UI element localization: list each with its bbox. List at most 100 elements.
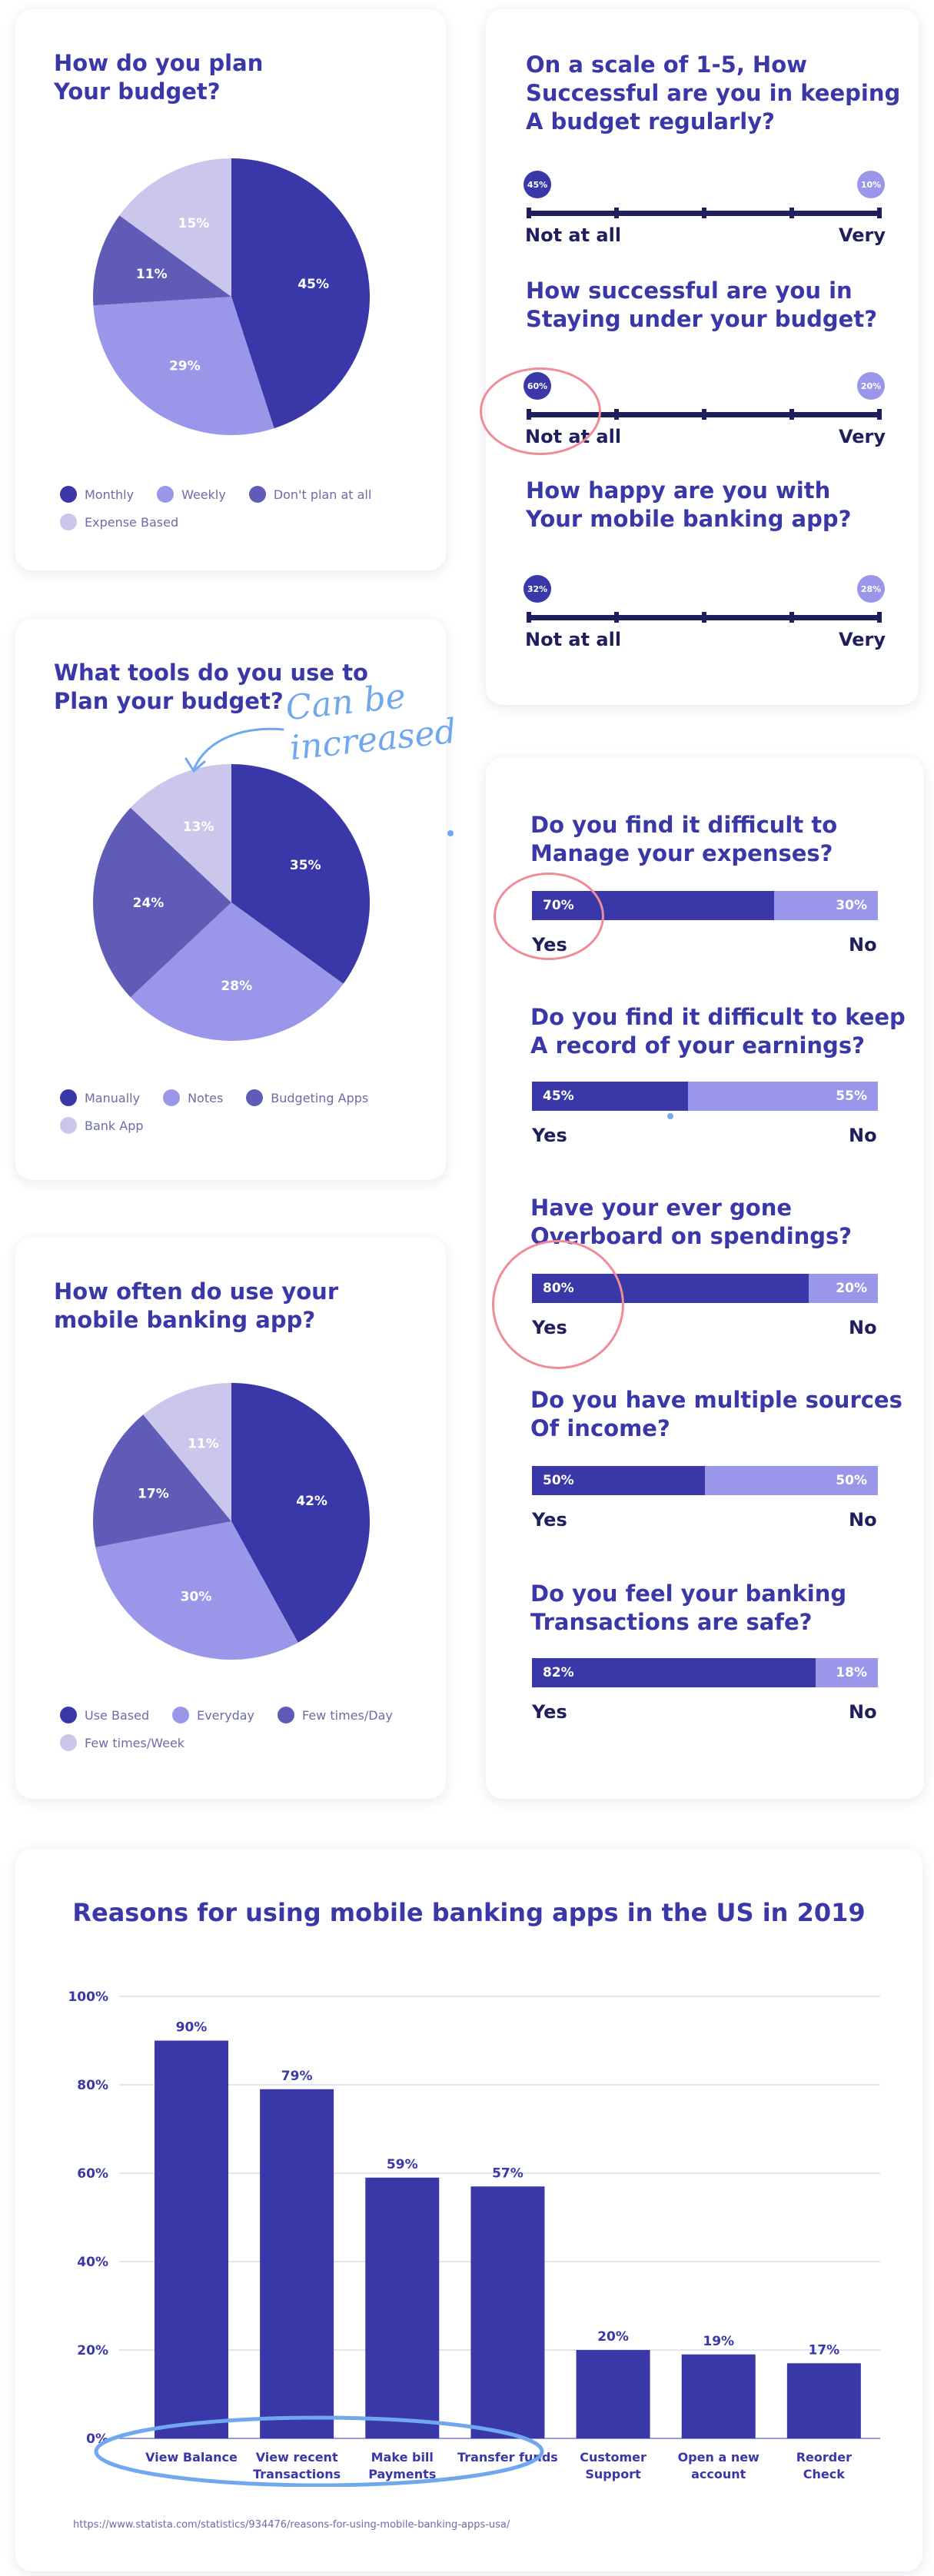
legend-swatch xyxy=(60,1734,77,1751)
bar xyxy=(470,2186,545,2438)
bar-chart-card: Reasons for using mobile banking apps in… xyxy=(15,1849,922,2571)
pie-slice-label: 42% xyxy=(296,1494,327,1509)
yes-label: Yes xyxy=(532,1701,567,1723)
scale-tick xyxy=(702,208,706,218)
legend-label: Notes xyxy=(188,1090,224,1105)
scale-tick xyxy=(877,612,882,623)
legend-label: Budgeting Apps xyxy=(271,1090,369,1105)
split-bar-yes: 45% xyxy=(532,1082,688,1111)
scale-tick xyxy=(702,409,706,420)
scale-tick xyxy=(614,208,619,218)
pie-title: How often do use your mobile banking app… xyxy=(54,1278,339,1333)
scale-tick xyxy=(614,612,619,623)
annotation-dot xyxy=(667,1113,673,1119)
bar-value-label: 17% xyxy=(809,2342,840,2358)
legend-label: Weekly xyxy=(181,487,226,502)
yes-no-question: Do you feel your banking Transactions ar… xyxy=(530,1581,847,1635)
bar-value-label: 90% xyxy=(176,2020,208,2036)
legend-label: Monthly xyxy=(85,487,135,502)
legend-label: Don't plan at all xyxy=(273,487,372,502)
y-tick-label: 0% xyxy=(86,2431,108,2447)
split-bar: 82% 18% xyxy=(532,1658,878,1687)
pie-chart: 45% 29% 11% 15% xyxy=(93,158,371,435)
pie-slice xyxy=(119,158,231,297)
split-bar-no: 30% xyxy=(774,891,878,920)
bar-value-label: 19% xyxy=(703,2334,734,2349)
scale-tick xyxy=(789,409,794,420)
legend-item: Few times/Week xyxy=(60,1734,184,1751)
x-tick-label: account xyxy=(691,2467,746,2481)
pie-slice-label: 35% xyxy=(290,858,321,873)
bar-value-label: 20% xyxy=(597,2329,629,2345)
legend-label: Use Based xyxy=(85,1707,150,1723)
scale-tick xyxy=(789,208,794,218)
legend-label: Few times/Week xyxy=(85,1735,185,1750)
scale-high-value: 10% xyxy=(857,171,885,198)
y-tick-label: 60% xyxy=(77,2166,108,2182)
legend-item: Expense Based xyxy=(60,514,178,530)
legend-swatch xyxy=(60,486,77,503)
pie-slice xyxy=(130,764,231,902)
yes-label: Yes xyxy=(532,1509,567,1531)
pie-title: How do you plan Your budget? xyxy=(54,50,264,105)
pie-slice-label: 45% xyxy=(297,277,329,292)
scale-tick xyxy=(789,612,794,623)
scale-low-label: Not at all xyxy=(525,629,622,650)
scale-high-value: 20% xyxy=(857,372,885,400)
pie-title: What tools do you use to Plan your budge… xyxy=(54,660,368,714)
pie-slice-label: 30% xyxy=(181,1590,212,1605)
bar xyxy=(155,2040,228,2438)
scale-high-label: Very xyxy=(839,426,886,447)
scale-high-label: Very xyxy=(839,629,886,650)
yes-no-card: Do you find it difficult to Manage your … xyxy=(486,757,924,1799)
pie-legend: Manually Notes Budgeting Apps Bank App xyxy=(60,1089,414,1134)
scale-card: On a scale of 1-5, How Successful are yo… xyxy=(480,9,919,705)
scale-low-label: Not at all xyxy=(525,224,622,246)
y-tick-label: 40% xyxy=(77,2255,108,2270)
pie-card-usage: How often do use your mobile banking app… xyxy=(15,1238,446,1799)
bar xyxy=(576,2350,650,2438)
bar-chart: 0% 20% 40% 60% 80% 100% 90% View Balance 79% View… xyxy=(68,1989,880,2487)
legend-item: Use Based xyxy=(60,1707,149,1723)
pie-slice xyxy=(93,215,232,306)
legend-swatch xyxy=(60,514,77,530)
no-label: No xyxy=(849,1317,877,1338)
pie-slice xyxy=(231,158,371,429)
scale-tick xyxy=(877,409,882,420)
scale-high-label: Very xyxy=(839,224,886,246)
legend-item: Weekly xyxy=(157,486,226,503)
pie-slice-label: 24% xyxy=(133,896,165,911)
x-tick-label: Make bill xyxy=(371,2450,434,2465)
pie-chart: 42% 30% 17% 11% xyxy=(93,1383,371,1660)
legend-label: Bank App xyxy=(85,1118,144,1133)
split-bar-no: 20% xyxy=(809,1274,878,1303)
pie-slice xyxy=(93,297,274,435)
legend-item: Monthly xyxy=(60,486,134,503)
legend-item: Everyday xyxy=(172,1707,254,1723)
x-tick-label: Open a new xyxy=(678,2450,759,2465)
scale-low-value: 32% xyxy=(524,575,551,603)
source-text: https://www.statista.com/statistics/9344… xyxy=(73,2519,510,2531)
highlight-ellipse xyxy=(94,2415,544,2487)
yes-no-question: Have your ever gone Overboard on spendin… xyxy=(530,1195,853,1249)
annotation-dot xyxy=(447,830,454,836)
x-tick-label: Reorder xyxy=(796,2450,852,2465)
y-tick-label: 20% xyxy=(77,2343,108,2358)
split-bar-yes: 50% xyxy=(532,1466,705,1495)
yes-label: Yes xyxy=(532,1125,567,1146)
legend-label: Everyday xyxy=(197,1707,254,1723)
legend-swatch xyxy=(248,486,266,503)
split-bar: 45% 55% xyxy=(532,1082,878,1111)
pie-card-tools: What tools do you use to Plan your budge… xyxy=(15,619,446,1180)
legend-item: Bank App xyxy=(60,1117,144,1134)
bar xyxy=(681,2354,756,2438)
legend-swatch xyxy=(163,1089,181,1106)
highlight-circle xyxy=(494,873,604,960)
x-tick-label: Check xyxy=(803,2467,845,2481)
x-tick-label: View Balance xyxy=(145,2450,238,2465)
split-bar: 50% 50% xyxy=(532,1466,878,1495)
pie-slice xyxy=(93,1414,231,1547)
x-tick-label: Payments xyxy=(368,2467,436,2481)
pie-slice xyxy=(231,1383,371,1643)
bar xyxy=(365,2177,440,2438)
